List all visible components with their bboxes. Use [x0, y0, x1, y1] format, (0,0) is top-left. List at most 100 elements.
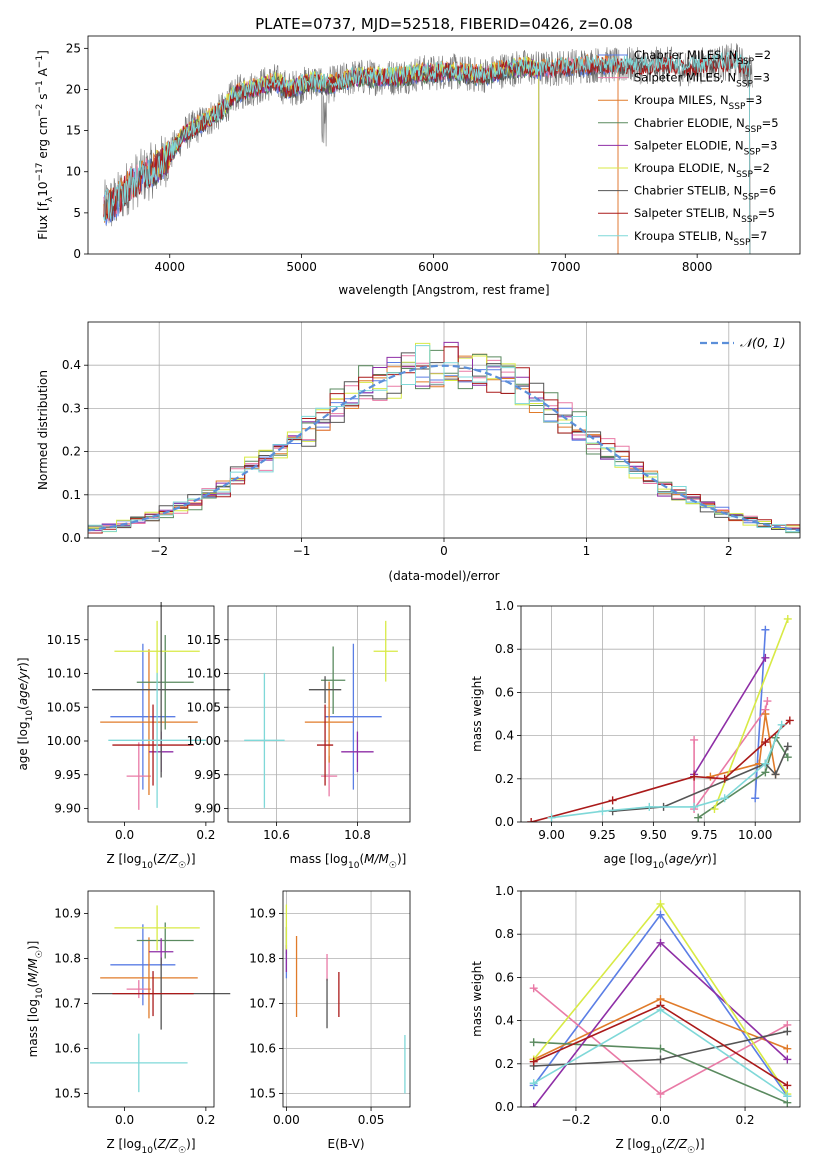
legend-label: Kroupa STELIB, NSSP=7 [634, 229, 767, 248]
weight-lines [527, 614, 794, 822]
weight-lines [529, 899, 792, 1107]
legend-label: Kroupa MILES, NSSP=3 [634, 93, 762, 112]
x-tick-label: 8000 [682, 260, 713, 274]
spectrum-model-salpeter-stelib [103, 53, 751, 254]
x-tick-label: 2 [725, 544, 733, 558]
axes-frame [520, 890, 801, 1108]
y-tick-label: 0.3 [62, 401, 81, 415]
weight-marker [656, 899, 665, 908]
axes-frame [87, 890, 215, 1108]
spectrum-model-kroupa-stelib [103, 51, 751, 254]
x-tick-label: 6000 [418, 260, 449, 274]
x-tick-label: 0.2 [196, 828, 215, 842]
y-tick-label: 0.4 [495, 1014, 514, 1028]
spectrum-model-salpeter-miles [103, 56, 619, 254]
y-tick-label: 10.8 [249, 952, 276, 966]
legend-label: Kroupa ELODIE, NSSP=2 [634, 161, 770, 180]
weight-marker [761, 710, 770, 718]
legend-label: Salpeter MILES, NSSP=3 [634, 71, 770, 90]
y-tick-label: 0.2 [495, 1057, 514, 1071]
y-tick-label: 10.00 [187, 734, 221, 748]
weight-marker [720, 774, 729, 783]
axes-frame [87, 605, 215, 823]
y-tick-label: 10.10 [187, 667, 221, 681]
weight-marker [529, 1057, 538, 1066]
weight-line-salpeter-stelib [530, 719, 791, 822]
weight-marker [529, 1038, 538, 1047]
y-tick-label: 0.0 [62, 531, 81, 545]
weight-marker [783, 1081, 792, 1090]
weight-line-salpeter-elodie [693, 657, 767, 775]
x-tick-label: 5000 [286, 260, 317, 274]
y-tick-label: 0.8 [495, 927, 514, 941]
legend-label: Chabrier MILES, NSSP=2 [634, 48, 771, 67]
legend-label: 𝒩(0, 1) [740, 335, 786, 350]
x-axis-label: wavelength [Angstrom, rest frame] [338, 283, 549, 297]
weight-marker [785, 716, 794, 725]
weight-marker [645, 802, 654, 811]
weight-marker [777, 720, 786, 729]
x-tick-label: 0 [440, 544, 448, 558]
weight-marker [527, 818, 536, 822]
axes-frame [87, 321, 801, 539]
axes-frame [87, 35, 801, 255]
weight-marker [761, 768, 770, 777]
y-tick-label: 10.15 [187, 633, 221, 647]
weight-marker [690, 802, 699, 811]
weight-marker [783, 1055, 792, 1064]
x-tick-label: 9.75 [691, 828, 718, 842]
y-tick-label: 25 [66, 41, 81, 55]
y-tick-label: 10.15 [47, 633, 81, 647]
y-tick-label: 1.0 [495, 884, 514, 898]
y-tick-label: 10.5 [249, 1087, 276, 1101]
x-tick-label: 9.00 [538, 828, 565, 842]
x-tick-label: −2 [150, 544, 168, 558]
legend-label: Salpeter ELODIE, NSSP=3 [634, 138, 777, 157]
histogram-kroupa-stelib [88, 345, 800, 536]
weight-marker [690, 735, 699, 744]
y-tick-label: 0.2 [62, 445, 81, 459]
x-tick-label: −0.2 [561, 1113, 590, 1127]
axes-frame [520, 605, 801, 823]
y-tick-label: 10.5 [54, 1087, 81, 1101]
x-axis-label: (data-model)/error [388, 569, 499, 583]
x-tick-label: 10.00 [738, 828, 772, 842]
weight-marker [761, 653, 770, 662]
histogram-group [88, 341, 800, 536]
weight-marker [656, 910, 665, 919]
y-tick-label: 15 [66, 124, 81, 138]
y-tick-label: 10.6 [54, 1042, 81, 1056]
weight-marker [720, 794, 729, 803]
weight-marker [763, 697, 772, 706]
y-axis-label: mass weight [470, 676, 484, 752]
x-tick-label: 0.0 [115, 1113, 134, 1127]
y-tick-label: 9.95 [54, 768, 81, 782]
weight-line-chabrier-elodie [697, 735, 789, 819]
weight-marker [783, 1027, 792, 1036]
y-tick-label: 0.0 [495, 1100, 514, 1114]
axes-frame [227, 605, 411, 823]
y-tick-label: 10.6 [249, 1042, 276, 1056]
x-tick-label: −1 [293, 544, 311, 558]
y-tick-label: 0.1 [62, 488, 81, 502]
weight-marker [706, 772, 715, 781]
weight-marker [656, 1044, 665, 1053]
weight-marker [710, 805, 719, 814]
x-tick-label: 1 [583, 544, 591, 558]
weight-marker [694, 813, 703, 822]
y-tick-label: 10.9 [54, 907, 81, 921]
y-tick-label: 10 [66, 165, 81, 179]
y-tick-label: 0.0 [495, 815, 514, 829]
y-tick-label: 1.0 [495, 599, 514, 613]
weight-marker [690, 772, 699, 781]
x-axis-label: E(B-V) [327, 1137, 364, 1151]
weight-marker [761, 625, 770, 634]
weight-marker [783, 1092, 792, 1101]
y-tick-label: 0.2 [495, 772, 514, 786]
weight-marker [656, 938, 665, 947]
weight-marker [547, 813, 556, 822]
weight-marker [608, 796, 617, 805]
plot-layer: 4000 5000 6000 7000 80000510152025wavelength… [16, 35, 801, 1156]
y-tick-label: 20 [66, 82, 81, 96]
weight-marker [751, 794, 760, 803]
